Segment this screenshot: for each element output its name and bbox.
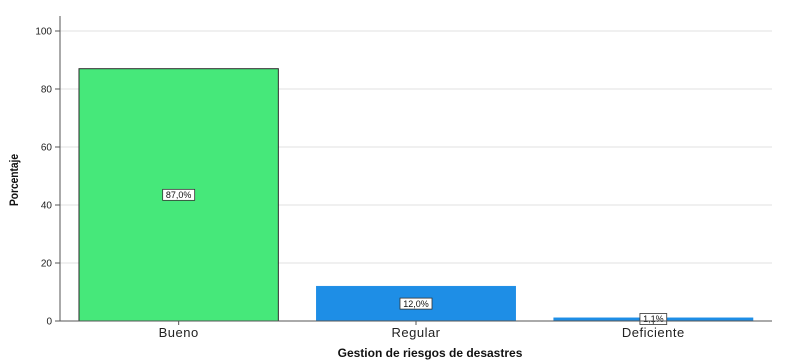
- x-tick-label-regular: Regular: [391, 325, 440, 340]
- y-tick-label: 60: [41, 143, 53, 154]
- y-axis-ticks: 0 20 40 60 80 100: [35, 27, 60, 328]
- data-label-bueno: 87,0%: [162, 188, 196, 201]
- data-label-text: 1,1%: [643, 314, 664, 324]
- y-tick-label: 0: [46, 317, 52, 328]
- x-tick-label-deficiente: Deficiente: [622, 325, 685, 340]
- y-axis-title: Porcentaje: [8, 154, 21, 206]
- y-tick-label: 40: [41, 201, 53, 212]
- y-tick-label: 20: [41, 259, 53, 270]
- data-label-box: [162, 188, 196, 201]
- y-tick-label: 80: [41, 85, 53, 96]
- data-label-text: 87,0%: [166, 190, 192, 200]
- data-label-box: [399, 297, 433, 310]
- data-labels: 87,0% 12,0% 1,1%: [162, 188, 668, 325]
- y-tick-label: 100: [35, 27, 52, 38]
- data-label-text: 12,0%: [403, 299, 429, 309]
- data-label-regular: 12,0%: [399, 297, 433, 310]
- x-axis-categories: Bueno Regular Deficiente: [159, 321, 685, 340]
- x-axis-title: Gestion de riesgos de desastres: [338, 346, 523, 360]
- x-tick-label-bueno: Bueno: [159, 325, 199, 340]
